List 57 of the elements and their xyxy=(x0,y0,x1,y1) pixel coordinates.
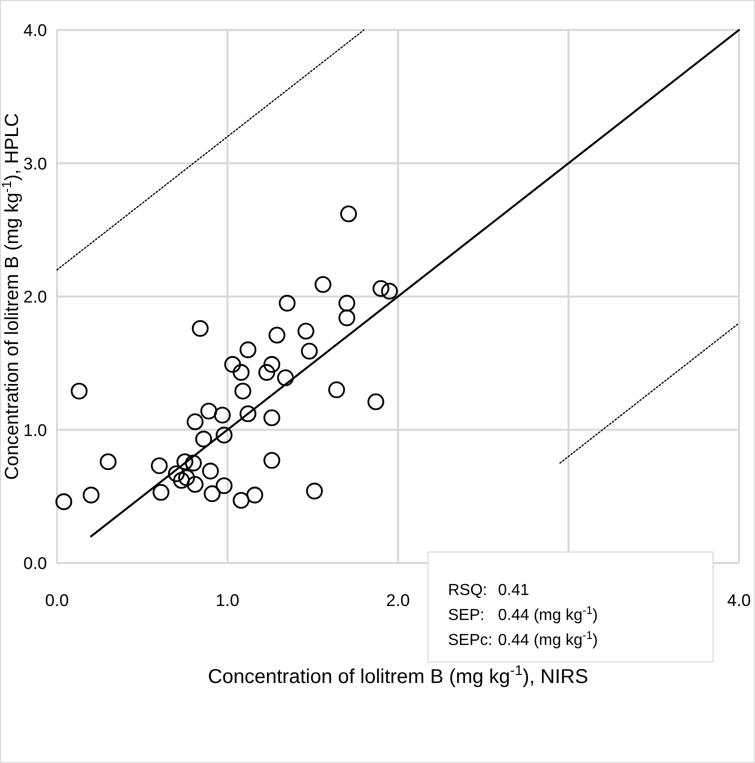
point xyxy=(200,402,218,420)
point xyxy=(168,465,185,482)
point xyxy=(263,409,280,426)
point xyxy=(178,469,195,486)
y-tick-label: 3.0 xyxy=(23,154,47,174)
point xyxy=(338,294,356,312)
point xyxy=(202,462,219,480)
y-tick-label: 4.0 xyxy=(23,21,47,40)
point xyxy=(258,364,276,381)
y-tick-label: 1.0 xyxy=(23,420,47,440)
point xyxy=(232,492,250,509)
point xyxy=(300,342,318,360)
point xyxy=(277,369,294,386)
point xyxy=(298,322,314,340)
y-tick-label: 2.0 xyxy=(23,288,47,306)
point xyxy=(224,356,242,373)
point xyxy=(372,280,390,297)
point xyxy=(263,356,280,373)
point xyxy=(306,482,323,500)
point xyxy=(216,426,232,444)
point xyxy=(240,341,256,358)
point xyxy=(70,382,88,400)
x-tick-label: 0.0 xyxy=(45,591,69,610)
point xyxy=(234,382,252,400)
point xyxy=(268,326,286,344)
y-tick-label: 0.0 xyxy=(23,554,47,573)
point xyxy=(195,430,212,448)
point xyxy=(340,205,357,222)
point xyxy=(152,484,170,501)
point xyxy=(186,476,204,493)
point xyxy=(82,486,100,504)
x-tick-label: 2.0 xyxy=(386,591,410,610)
point xyxy=(381,282,398,300)
x-tick-label: 4.0 xyxy=(727,591,751,610)
point xyxy=(278,294,296,312)
point xyxy=(185,454,202,472)
point xyxy=(186,413,204,430)
point xyxy=(192,320,209,337)
point xyxy=(176,453,194,470)
point xyxy=(240,405,256,422)
point xyxy=(214,406,231,424)
x-tick-label: 1.0 xyxy=(216,591,240,610)
point xyxy=(150,457,168,474)
point xyxy=(55,493,72,510)
point xyxy=(314,276,332,293)
point xyxy=(338,309,356,326)
stats-box: RSQ: 0.41 SEP: 0.44 (mg kg$^{-1}$) SEPc: 0.44 (mg kg$^{-1}$) xyxy=(428,552,714,662)
point xyxy=(246,486,264,504)
point xyxy=(232,364,250,381)
point xyxy=(263,452,280,469)
point xyxy=(173,472,190,489)
point xyxy=(100,453,117,470)
point xyxy=(204,485,221,502)
x-axis-title: Concentration of lolitrem B (mg kg$^{-1}$), NIRS xyxy=(208,662,588,688)
point xyxy=(328,381,346,398)
point xyxy=(367,393,384,410)
point xyxy=(216,477,232,494)
